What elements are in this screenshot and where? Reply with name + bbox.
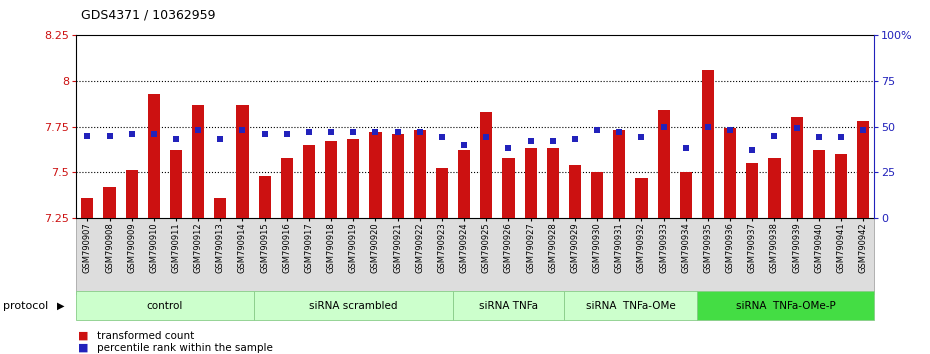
Bar [746,163,758,218]
Text: ▶: ▶ [57,301,64,311]
Bar [525,148,537,218]
Point [434,135,449,140]
Point [590,127,604,133]
Point [833,135,848,140]
Point [524,138,538,144]
Point [545,138,560,144]
Bar [569,165,581,218]
Point [258,131,272,137]
Point [279,131,294,137]
Bar [591,172,604,218]
Bar [724,129,737,218]
Bar [193,105,205,218]
Bar [303,145,315,218]
Point [457,142,472,148]
Text: siRNA TNFa: siRNA TNFa [479,301,538,311]
Point [102,133,117,138]
Point [700,124,715,130]
Point [745,147,760,153]
Bar [547,148,559,218]
Bar [502,158,514,218]
Bar [835,154,847,218]
Bar [392,134,404,218]
Bar [635,178,647,218]
Point [324,129,339,135]
Bar [214,198,226,218]
Bar [326,141,338,218]
Text: siRNA scrambled: siRNA scrambled [309,301,397,311]
Point [412,129,427,135]
Bar [480,112,492,218]
Point [346,129,361,135]
Point [146,131,161,137]
Bar [148,94,160,218]
Bar [458,150,471,218]
Bar [259,176,271,218]
Bar [236,105,248,218]
Point [767,133,782,138]
Bar [680,172,692,218]
Point [301,129,316,135]
Bar [281,158,293,218]
Bar [790,118,803,218]
Bar [126,170,138,218]
Point [856,127,870,133]
Bar [347,139,359,218]
Point [125,131,140,137]
Text: transformed count: transformed count [97,331,194,341]
Point [723,127,737,133]
Bar [658,110,670,218]
Point [168,137,183,142]
Point [634,135,649,140]
Bar [414,130,426,218]
Bar [103,187,115,218]
Bar [613,130,625,218]
Point [612,129,627,135]
Text: ■: ■ [78,343,88,353]
Text: siRNA  TNFa-OMe-P: siRNA TNFa-OMe-P [736,301,835,311]
Point [790,126,804,131]
Point [213,137,228,142]
Point [80,133,95,138]
Bar [81,198,93,218]
Bar [702,70,714,218]
Bar [369,132,381,218]
Point [501,145,516,151]
Point [191,127,206,133]
Text: protocol: protocol [3,301,48,311]
Bar [768,158,780,218]
Text: GDS4371 / 10362959: GDS4371 / 10362959 [81,8,216,21]
Bar [436,169,448,218]
Point [567,137,582,142]
Point [235,127,250,133]
Point [479,135,494,140]
Point [678,145,693,151]
Point [811,135,826,140]
Bar [857,121,870,218]
Text: percentile rank within the sample: percentile rank within the sample [97,343,272,353]
Text: siRNA  TNFa-OMe: siRNA TNFa-OMe [586,301,675,311]
Point [657,124,671,130]
Bar [813,150,825,218]
Point [368,129,383,135]
Bar [170,150,182,218]
Point [391,129,405,135]
Text: control: control [147,301,183,311]
Text: ■: ■ [78,331,88,341]
